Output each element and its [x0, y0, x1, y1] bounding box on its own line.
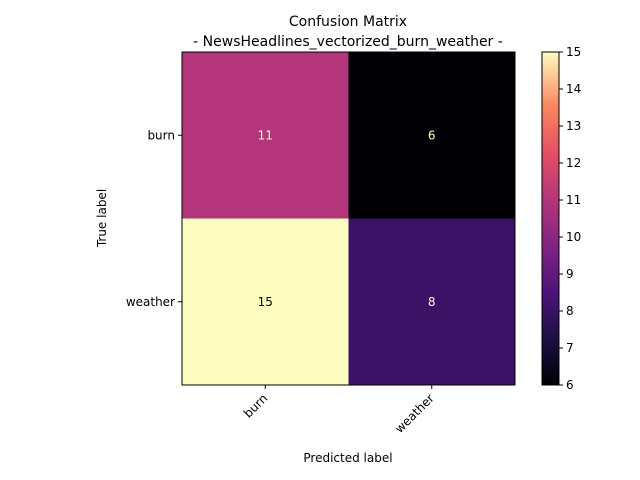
- colorbar-tick-label: 11: [566, 193, 581, 207]
- colorbar-tick-label: 13: [566, 119, 581, 133]
- chart-title-line2: - NewsHeadlines_vectorized_burn_weather …: [193, 34, 503, 50]
- plot-frame: [181, 51, 516, 386]
- colorbar-tick-label: 7: [566, 341, 574, 355]
- y-tick-label: burn: [147, 128, 175, 142]
- heatmap-cell: [182, 218, 349, 385]
- cell-value-label: 8: [428, 295, 436, 309]
- heatmap-cell: [348, 52, 515, 219]
- y-axis-ticks: burn weather: [126, 128, 182, 309]
- colorbar: 6 7 8 9 10 11 12 13 14 15: [541, 45, 581, 392]
- colorbar-gradient: [541, 51, 560, 386]
- chart-title-line1: Confusion Matrix: [289, 14, 407, 30]
- y-tick-label: weather: [126, 295, 175, 309]
- heatmap-cell: [348, 218, 515, 385]
- x-tick-label: weather: [392, 391, 437, 436]
- colorbar-tick-label: 8: [566, 304, 574, 318]
- colorbar-tick-label: 9: [566, 267, 574, 281]
- y-axis-label: True label: [95, 189, 109, 248]
- x-axis-label: Predicted label: [303, 451, 392, 465]
- colorbar-tick-label: 6: [566, 378, 574, 392]
- colorbar-tick-label: 12: [566, 156, 581, 170]
- colorbar-ticks: 6 7 8 9 10 11 12 13 14 15: [559, 45, 581, 392]
- heatmap-cell: [182, 52, 349, 219]
- cell-value-label: 6: [428, 128, 436, 142]
- cell-value-label: 15: [258, 295, 273, 309]
- heatmap-cells: 11 6 15 8: [182, 52, 515, 385]
- colorbar-tick-label: 15: [566, 45, 581, 59]
- colorbar-tick-label: 14: [566, 82, 581, 96]
- colorbar-tick-label: 10: [566, 230, 581, 244]
- cell-value-label: 11: [258, 128, 273, 142]
- x-axis-ticks: burn weather: [241, 385, 437, 436]
- x-tick-label: burn: [241, 391, 270, 420]
